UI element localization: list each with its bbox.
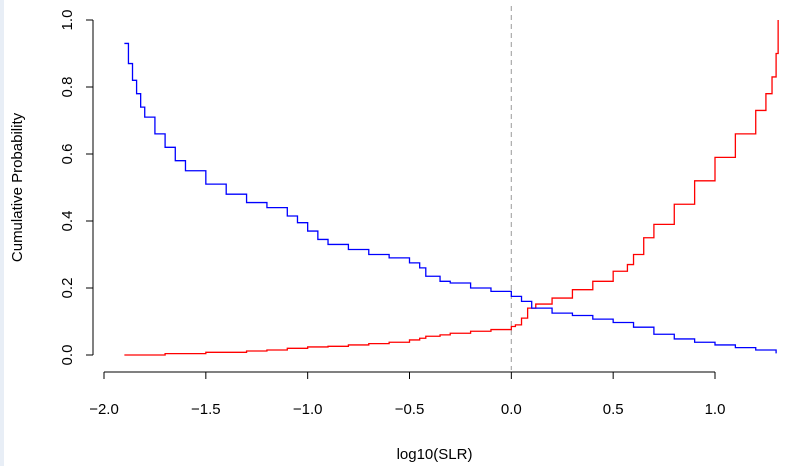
- y-tick-label: 0.2: [59, 278, 76, 299]
- y-tick-label: 0.8: [59, 77, 76, 98]
- x-axis-title: log10(SLR): [397, 446, 473, 463]
- x-tick-label: −0.5: [395, 401, 425, 418]
- y-tick-label: 0.4: [59, 211, 76, 232]
- x-tick-label: −2.0: [89, 401, 119, 418]
- x-tick-label: −1.5: [191, 401, 221, 418]
- x-tick-label: 0.0: [501, 401, 522, 418]
- y-axis-title: Cumulative Probability: [9, 112, 26, 262]
- x-tick-label: 0.5: [603, 401, 624, 418]
- series-group: [124, 20, 779, 356]
- left-edge-strip: [0, 0, 4, 466]
- x-tick-label: −1.0: [293, 401, 323, 418]
- axes-group: [92, 20, 715, 373]
- y-ticks-group: 0.0 0.2 0.4 0.6 0.8 1.0: [59, 10, 93, 366]
- y-tick-label: 1.0: [59, 10, 76, 31]
- x-ticks-group: −2.0 −1.5 −1.0 −0.5 0.0 0.5 1.0: [89, 372, 725, 418]
- y-tick-label: 0.0: [59, 345, 76, 366]
- series-line-red: [124, 20, 779, 356]
- y-tick-label: 0.6: [59, 144, 76, 165]
- x-tick-label: 1.0: [705, 401, 726, 418]
- series-line-blue: [124, 42, 777, 354]
